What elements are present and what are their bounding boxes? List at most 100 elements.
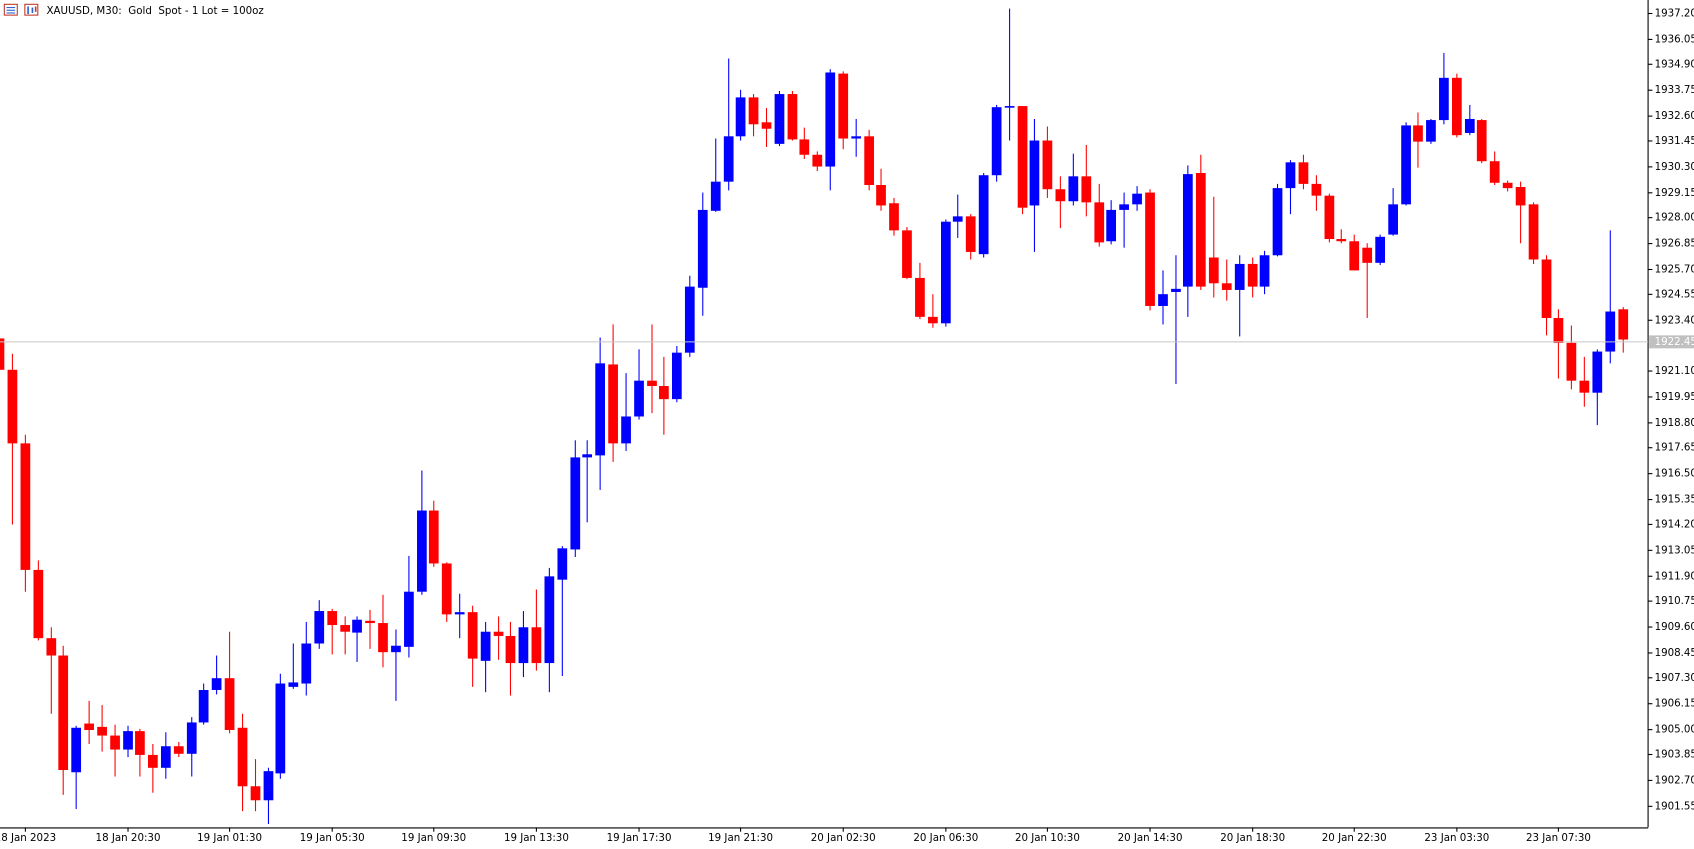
candle-body bbox=[1566, 342, 1577, 381]
candle-body bbox=[0, 338, 5, 370]
candle-body bbox=[570, 457, 581, 550]
candle-body bbox=[467, 612, 478, 659]
y-tick-label: 1928.00 bbox=[1655, 212, 1694, 224]
y-tick-label: 1932.60 bbox=[1655, 110, 1694, 122]
candle-body bbox=[1234, 263, 1245, 290]
candle-body bbox=[173, 746, 184, 754]
candle-body bbox=[1489, 161, 1500, 183]
y-tick-label: 1937.20 bbox=[1655, 8, 1694, 20]
y-tick-label: 1936.05 bbox=[1655, 33, 1694, 45]
candle-body bbox=[748, 97, 759, 125]
y-tick-label: 1916.50 bbox=[1655, 468, 1694, 480]
candle-body bbox=[1081, 176, 1092, 203]
candle-body bbox=[1182, 174, 1193, 287]
candle-body bbox=[621, 416, 631, 444]
candle-body bbox=[314, 611, 325, 644]
y-tick-label: 1910.75 bbox=[1655, 595, 1694, 607]
y-tick-label: 1903.85 bbox=[1655, 748, 1694, 760]
candle-body bbox=[518, 627, 529, 664]
candle-body bbox=[1413, 125, 1423, 142]
header-icons bbox=[3, 3, 39, 16]
candle-body bbox=[1515, 187, 1526, 206]
candle-body bbox=[1068, 176, 1079, 202]
y-tick-label: 1925.70 bbox=[1655, 263, 1694, 275]
candle-body bbox=[647, 380, 657, 387]
candle-body bbox=[1055, 189, 1066, 202]
candle-body bbox=[634, 380, 644, 417]
candle-body bbox=[1605, 311, 1616, 352]
candle-body bbox=[557, 548, 568, 580]
candle-body bbox=[441, 563, 452, 615]
y-tick-label: 1923.40 bbox=[1655, 314, 1694, 326]
x-tick-label: 20 Jan 10:30 bbox=[1015, 832, 1080, 844]
y-tick-label: 1906.15 bbox=[1655, 698, 1694, 710]
y-tick-label: 1929.15 bbox=[1655, 187, 1694, 199]
x-tick-label: 20 Jan 06:30 bbox=[913, 832, 978, 844]
x-tick-label: 23 Jan 07:30 bbox=[1526, 832, 1591, 844]
y-tick-label: 1933.75 bbox=[1655, 84, 1694, 96]
candle-body bbox=[160, 746, 171, 768]
candle-body bbox=[237, 727, 248, 787]
candle-body bbox=[148, 754, 158, 768]
candle-body bbox=[1158, 294, 1168, 306]
candle-body bbox=[1401, 125, 1411, 205]
candle-body bbox=[1259, 255, 1270, 287]
candle-body bbox=[1324, 195, 1335, 240]
candle-body bbox=[902, 230, 912, 278]
candle-body bbox=[1017, 106, 1028, 208]
candle-body bbox=[978, 175, 989, 255]
candle-body bbox=[761, 122, 772, 129]
y-tick-label: 1908.45 bbox=[1655, 647, 1694, 659]
candle-body bbox=[1221, 283, 1232, 290]
y-tick-label: 1909.60 bbox=[1655, 621, 1694, 633]
candle-body bbox=[1106, 209, 1117, 242]
candle-body bbox=[417, 510, 427, 592]
y-tick-label: 1901.55 bbox=[1655, 800, 1694, 812]
y-tick-label: 1918.80 bbox=[1655, 417, 1694, 429]
chart-title: XAUUSD, M30: Gold Spot - 1 Lot = 100oz bbox=[46, 5, 263, 17]
candle-body bbox=[825, 72, 836, 167]
candle-body bbox=[991, 107, 1002, 176]
candle-body bbox=[404, 591, 414, 647]
candle-body bbox=[876, 185, 886, 206]
y-tick-label: 1905.00 bbox=[1655, 724, 1694, 736]
candle-body bbox=[710, 181, 721, 211]
candle-body bbox=[965, 216, 976, 252]
candle-body bbox=[787, 94, 798, 140]
candle-body bbox=[595, 363, 605, 456]
current-price-box bbox=[1649, 335, 1694, 349]
candle-body bbox=[391, 645, 401, 653]
y-tick-label: 1931.45 bbox=[1655, 135, 1694, 147]
candle-body bbox=[301, 643, 312, 684]
candle-body bbox=[1579, 380, 1590, 393]
candle-body bbox=[1464, 118, 1475, 133]
y-tick-label: 1934.90 bbox=[1655, 58, 1694, 70]
x-tick-label: 19 Jan 01:30 bbox=[197, 832, 262, 844]
candle-body bbox=[1171, 288, 1181, 292]
candle-body bbox=[864, 136, 875, 186]
candle-body bbox=[198, 689, 209, 723]
candle-body bbox=[928, 316, 938, 324]
current-price-label: 1922.45 bbox=[1655, 336, 1694, 348]
candle-body bbox=[915, 277, 925, 317]
candle-body bbox=[889, 203, 899, 231]
candle-body bbox=[1195, 172, 1206, 287]
candle-body bbox=[97, 726, 107, 736]
candle-body bbox=[1452, 77, 1462, 136]
candle-body bbox=[1553, 317, 1564, 343]
candle-body bbox=[544, 576, 555, 664]
x-tick-label: 20 Jan 14:30 bbox=[1118, 832, 1183, 844]
candle-body bbox=[684, 286, 695, 353]
candle-body bbox=[1528, 204, 1539, 260]
candle-body bbox=[1285, 162, 1296, 189]
x-tick-label: 18 Jan 20:30 bbox=[96, 832, 161, 844]
candle-body bbox=[1145, 192, 1155, 306]
candle-body bbox=[1029, 140, 1040, 206]
candle-body bbox=[1592, 351, 1603, 393]
candle-body bbox=[454, 612, 465, 615]
candle-body bbox=[1541, 259, 1552, 318]
candle-body bbox=[697, 209, 708, 288]
candle-body bbox=[838, 73, 849, 139]
candle-body bbox=[1476, 120, 1487, 162]
y-tick-label: 1907.30 bbox=[1655, 672, 1694, 684]
